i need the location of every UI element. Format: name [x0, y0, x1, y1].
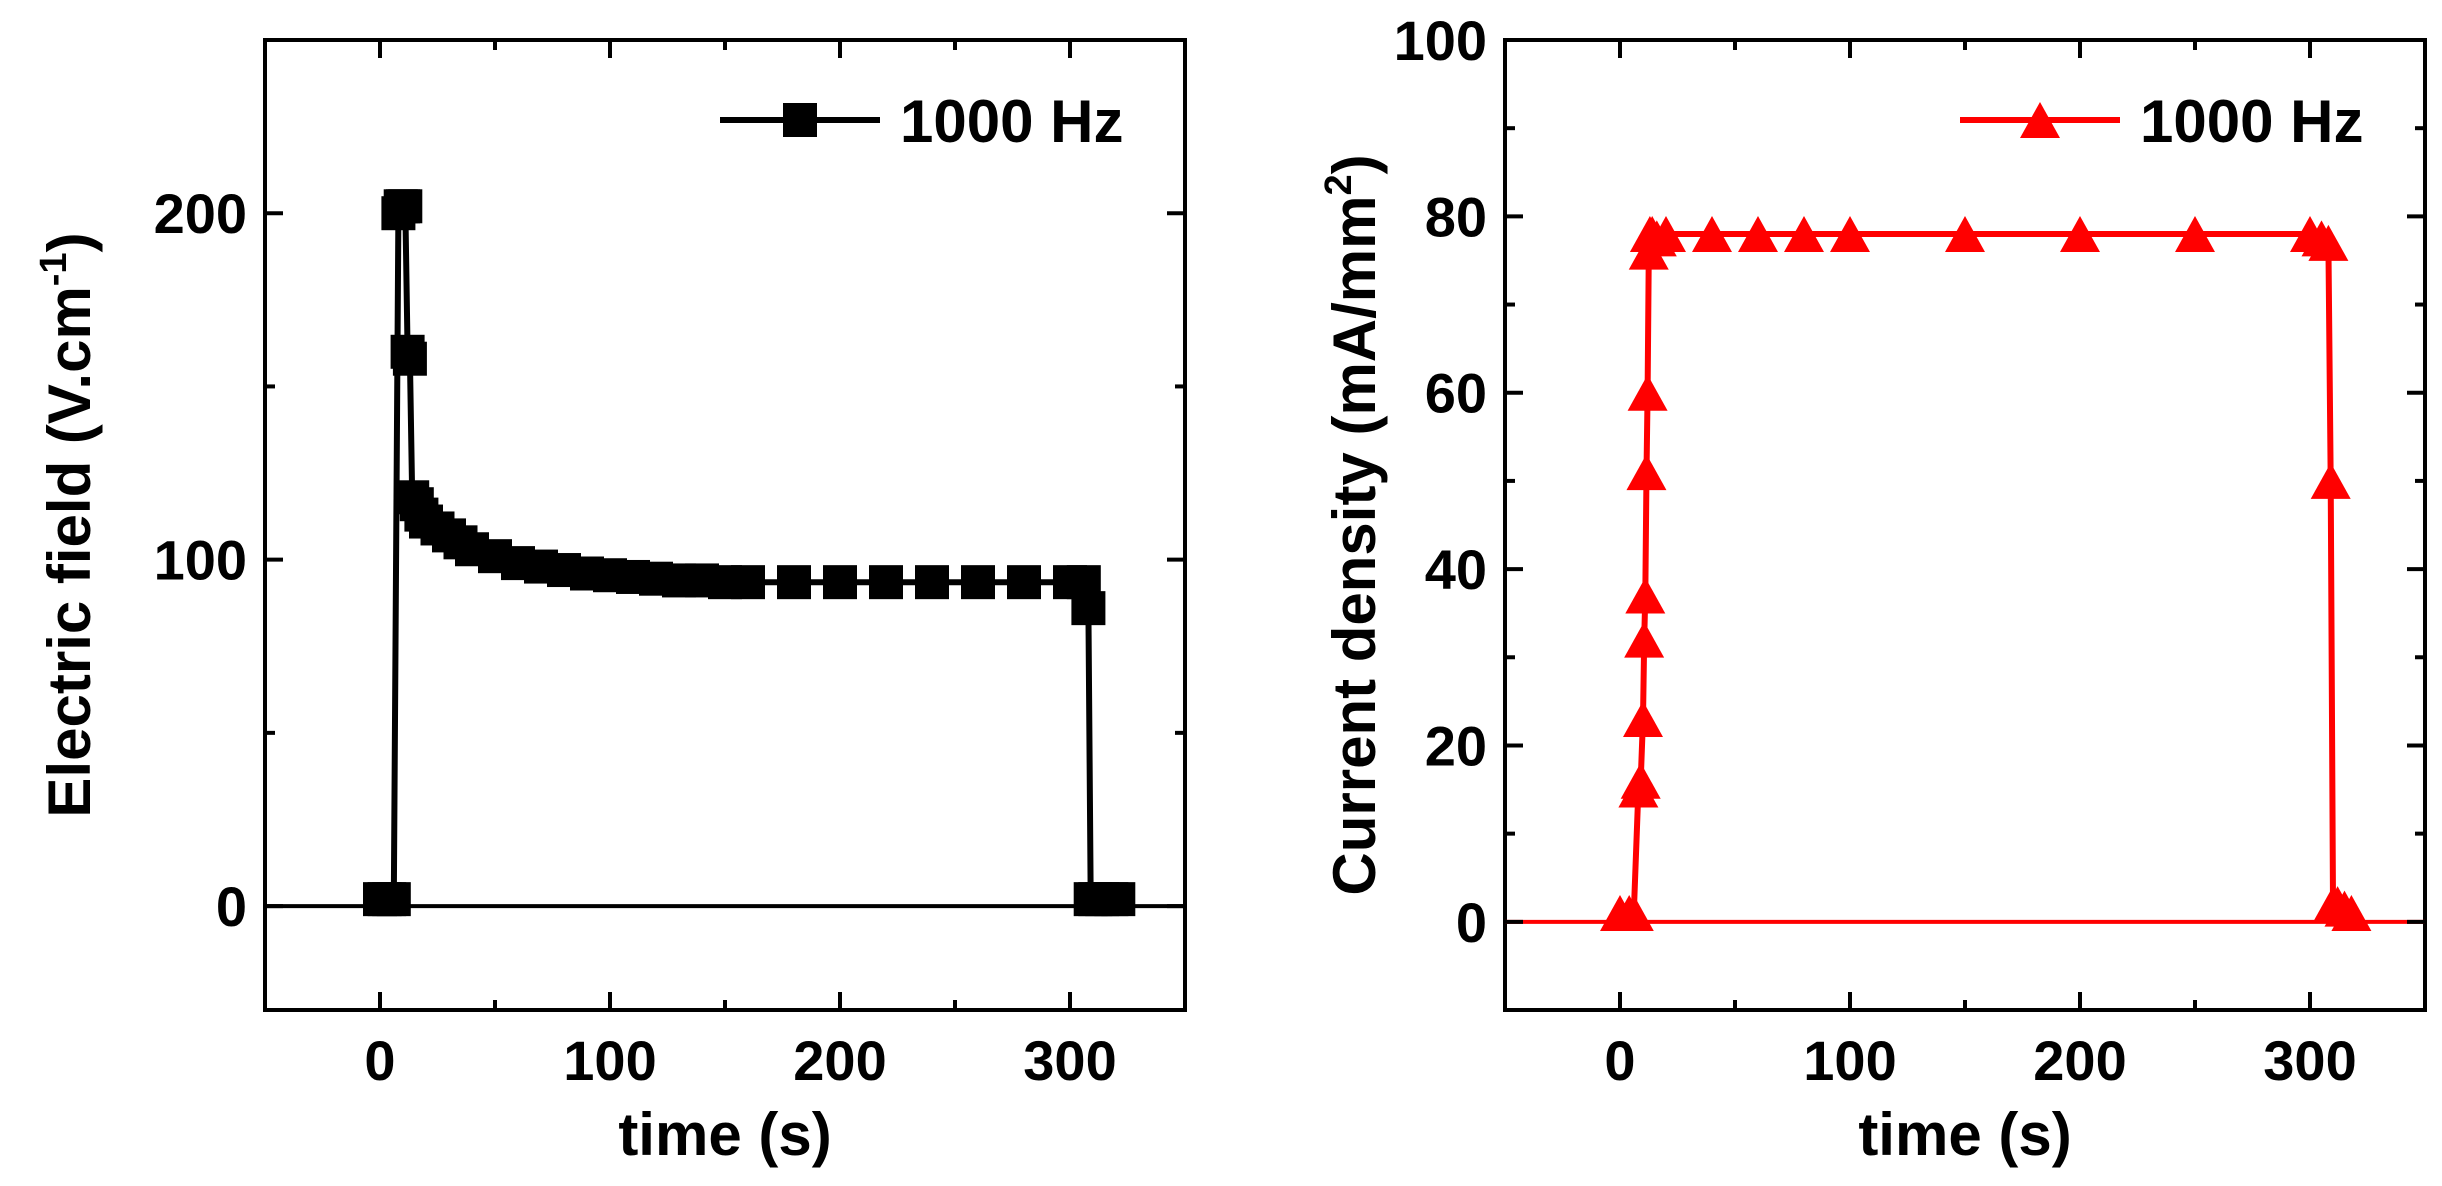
y-tick-label: 200: [154, 182, 247, 245]
data-point: [1623, 701, 1663, 737]
y-axis-title-close: ): [36, 232, 103, 252]
legend-marker: [783, 103, 817, 137]
x-tick-label: 0: [1604, 1029, 1635, 1092]
x-tick-label: 0: [364, 1029, 395, 1092]
data-point: [961, 565, 995, 600]
y-axis-title-close: ): [1321, 154, 1388, 174]
y-tick-label: 40: [1425, 538, 1487, 601]
data-point: [1738, 216, 1778, 252]
y-axis-title: Electric field (V.cm-1): [33, 232, 103, 817]
x-axis-title: time (s): [1858, 1101, 2071, 1168]
y-tick-label: 80: [1425, 185, 1487, 248]
y-tick-label: 100: [154, 529, 247, 592]
data-point: [1692, 216, 1732, 252]
data-point: [915, 565, 949, 600]
data-point: [1620, 762, 1661, 799]
data-point: [2331, 895, 2372, 931]
current-density-chart: 0 100 200 300 0 20 40 60 80 100 time (s) Current de…: [1318, 9, 2427, 1168]
y-tick-label: 20: [1425, 714, 1487, 777]
data-point: [1101, 882, 1136, 917]
electric-field-chart: 0 100 200 300 0 100 200 time (s) Electric field …: [33, 38, 1187, 1168]
y-axis-title-sup: -1: [33, 252, 75, 286]
y-tick-label: 0: [216, 875, 247, 938]
x-tick-label: 200: [2033, 1029, 2126, 1092]
data-point: [1830, 216, 1870, 252]
series-line: [1620, 231, 2354, 916]
x-tick-label: 300: [1023, 1029, 1116, 1092]
legend-marker: [2020, 102, 2060, 138]
y-axis-title-sup: 2: [1318, 174, 1360, 195]
data-point: [731, 565, 765, 600]
y-axis-title-main: Current density (mA/mm: [1321, 196, 1388, 896]
data-point: [2060, 216, 2100, 252]
data-point: [1646, 216, 1686, 252]
y-axis-title-main: Electric field (V.cm: [36, 286, 103, 817]
data-point: [1625, 577, 1666, 614]
x-tick-label: 100: [1803, 1029, 1896, 1092]
data-point: [1007, 565, 1041, 600]
x-tick-label: 100: [563, 1029, 656, 1092]
legend-label: 1000 Hz: [2140, 88, 2363, 155]
x-tick-label: 200: [793, 1029, 886, 1092]
data-point: [2310, 462, 2351, 499]
data-point: [823, 565, 857, 600]
data-point: [2308, 224, 2349, 261]
data-point: [869, 565, 903, 600]
x-tick-label: 300: [2263, 1029, 2356, 1092]
y-tick-label: 100: [1394, 9, 1487, 72]
data-point: [1945, 216, 1985, 252]
data-point: [1613, 895, 1654, 931]
data-point: [376, 882, 411, 917]
data-point: [1624, 621, 1665, 658]
data-point: [1071, 591, 1106, 626]
data-point: [1626, 454, 1667, 491]
y-axis-title: Current density (mA/mm2): [1318, 154, 1388, 895]
data-point: [777, 565, 811, 600]
data-point: [1627, 374, 1668, 411]
data-point: [388, 189, 423, 224]
plot-frame: [263, 38, 1187, 1012]
x-axis-title: time (s): [618, 1101, 831, 1168]
data-point: [392, 341, 427, 376]
y-tick-label: 60: [1425, 362, 1487, 425]
y-tick-label: 0: [1456, 891, 1487, 954]
data-point: [1784, 216, 1824, 252]
data-point: [2175, 216, 2215, 252]
legend-label: 1000 Hz: [900, 88, 1123, 155]
